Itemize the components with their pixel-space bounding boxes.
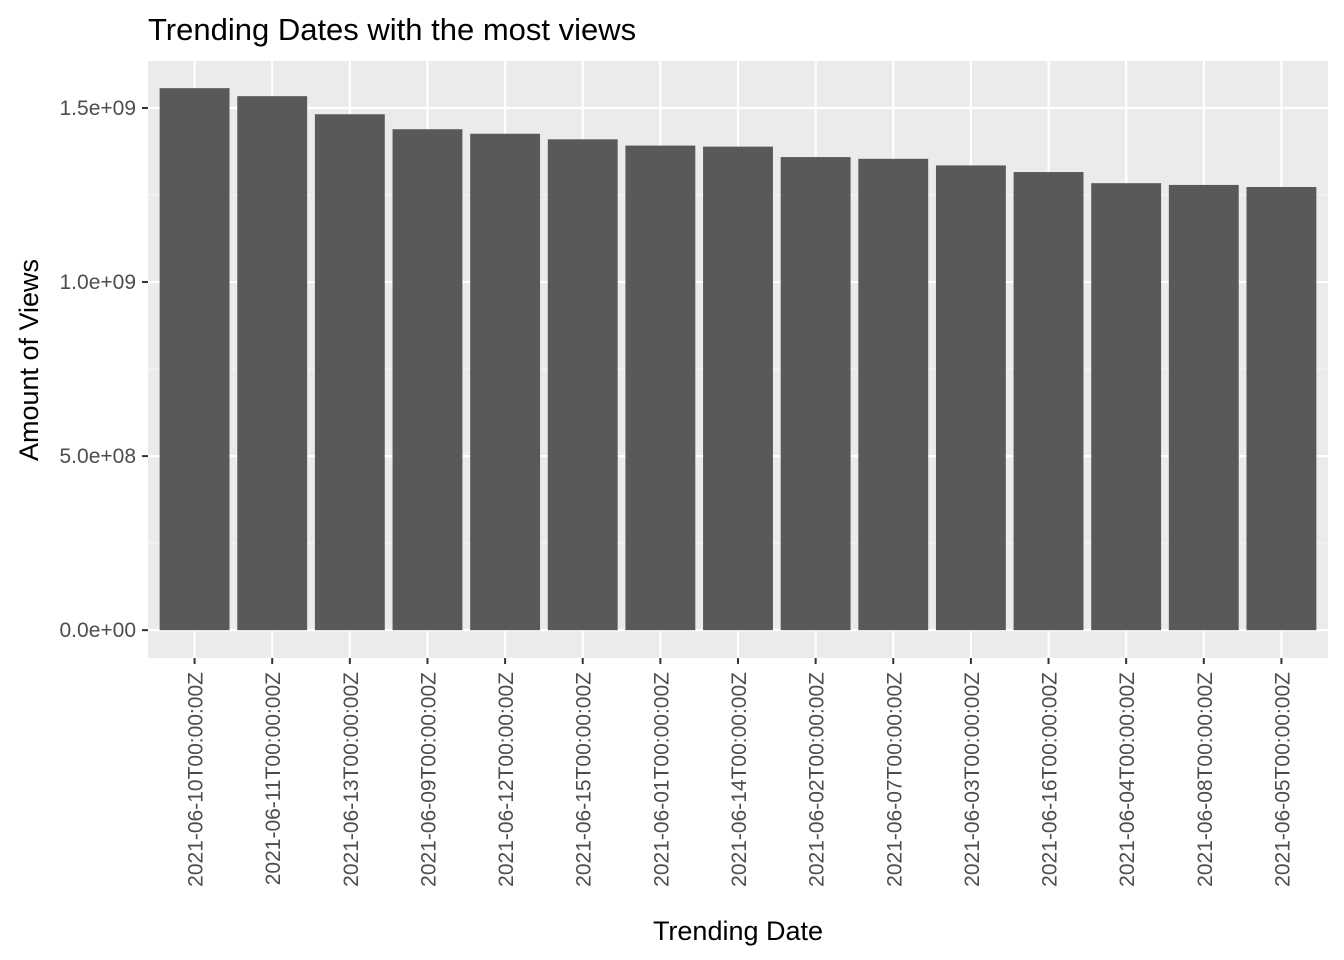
x-tick-label: 2021-06-10T00:00:00Z: [185, 672, 208, 887]
bar: [392, 129, 463, 631]
bar: [1091, 183, 1162, 631]
bar: [1168, 184, 1239, 631]
bar: [547, 139, 618, 631]
chart-title: Trending Dates with the most views: [148, 12, 636, 47]
bar: [703, 146, 773, 631]
x-tick-label: 2021-06-07T00:00:00Z: [883, 672, 906, 887]
x-tick-label: 2021-06-14T00:00:00Z: [728, 672, 751, 887]
bar: [780, 157, 851, 631]
bar: [625, 145, 696, 631]
x-tick-label: 2021-06-09T00:00:00Z: [417, 672, 440, 887]
x-tick-label: 2021-06-05T00:00:00Z: [1271, 672, 1294, 887]
bar: [935, 165, 1006, 631]
x-tick-label: 2021-06-01T00:00:00Z: [650, 672, 673, 887]
x-axis-title: Trending Date: [653, 916, 823, 946]
x-axis: 2021-06-10T00:00:00Z 2021-06-11T00:00:00Z…: [185, 658, 1294, 887]
y-tick-label: 1.5e+09: [60, 97, 137, 120]
bar: [1246, 187, 1317, 631]
y-axis: 0.0e+00 5.0e+08 1.0e+09 1.5e+09: [60, 97, 148, 642]
bars: [159, 88, 1317, 631]
x-tick-label: 2021-06-03T00:00:00Z: [961, 672, 984, 887]
x-tick-label: 2021-06-08T00:00:00Z: [1194, 672, 1217, 887]
y-tick-label: 5.0e+08: [60, 445, 137, 468]
x-tick-label: 2021-06-04T00:00:00Z: [1116, 672, 1139, 887]
y-axis-title: Amount of Views: [14, 259, 44, 461]
x-tick-label: 2021-06-13T00:00:00Z: [340, 672, 363, 887]
x-tick-label: 2021-06-15T00:00:00Z: [573, 672, 596, 887]
bar: [237, 96, 308, 631]
y-tick-label: 0.0e+00: [60, 619, 137, 642]
x-tick-label: 2021-06-16T00:00:00Z: [1039, 672, 1062, 887]
y-tick-label: 1.0e+09: [60, 271, 137, 294]
bar: [470, 133, 541, 631]
x-tick-label: 2021-06-11T00:00:00Z: [262, 672, 285, 885]
x-tick-label: 2021-06-12T00:00:00Z: [495, 672, 518, 887]
bar: [858, 158, 929, 631]
bar: [159, 88, 230, 631]
bar: [314, 114, 385, 631]
x-tick-label: 2021-06-02T00:00:00Z: [806, 672, 829, 887]
bar: [1013, 172, 1084, 631]
